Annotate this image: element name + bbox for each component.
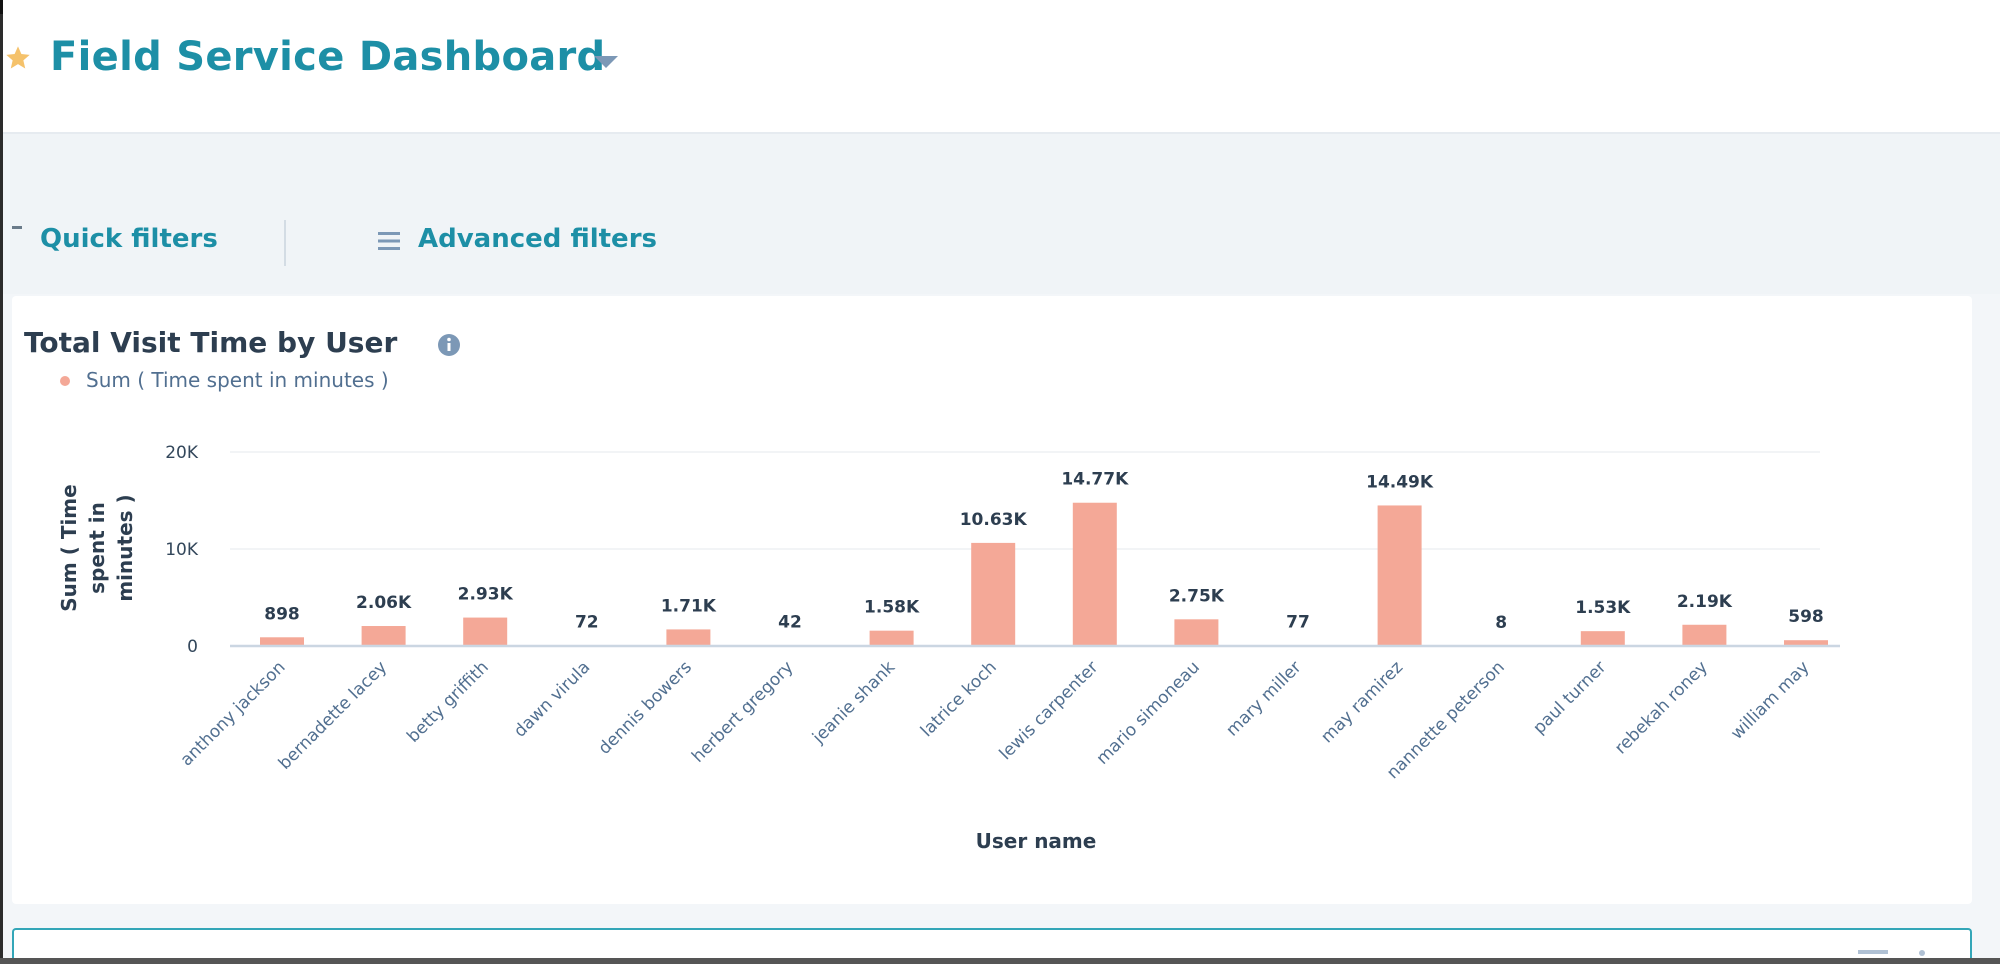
- x-tick-label: rebekah roney: [1611, 657, 1712, 758]
- bar[interactable]: [1682, 624, 1727, 646]
- x-tick-label: dawn virula: [510, 657, 594, 741]
- bar-value-label: 14.49K: [1366, 472, 1434, 492]
- bar-value-label: 1.58K: [864, 598, 920, 618]
- bar-value-label: 2.06K: [356, 593, 412, 613]
- bar-value-label: 14.77K: [1061, 470, 1129, 490]
- bar-value-label: 72: [575, 612, 599, 632]
- filter-lines-icon[interactable]: [377, 230, 401, 252]
- bar[interactable]: [260, 637, 304, 646]
- bar-value-label: 42: [778, 613, 802, 633]
- bar-value-label: 77: [1286, 612, 1310, 632]
- dashboard-title[interactable]: Field Service Dashboard: [50, 34, 606, 80]
- y-axis-title: spent in: [85, 502, 109, 594]
- advanced-filters-button[interactable]: Advanced filters: [418, 224, 657, 254]
- x-tick-label: may ramirez: [1317, 657, 1407, 747]
- legend-label: Sum ( Time spent in minutes ): [86, 368, 389, 392]
- bar[interactable]: [1784, 640, 1828, 646]
- x-tick-label: betty griffith: [403, 657, 492, 746]
- bar-value-label: 898: [264, 604, 300, 624]
- x-tick-label: william may: [1727, 657, 1813, 743]
- x-tick-label: mario simoneau: [1093, 657, 1204, 768]
- x-tick-label: paul turner: [1529, 657, 1610, 738]
- bar[interactable]: [971, 542, 1016, 646]
- bar-value-label: 2.75K: [1169, 586, 1225, 606]
- window-edge-bottom: [0, 958, 2000, 964]
- x-tick-label: anthony jackson: [177, 657, 290, 770]
- filter-divider: [284, 220, 286, 266]
- report-title[interactable]: Total Visit Time by User: [24, 326, 398, 359]
- bar-value-label: 2.93K: [458, 585, 514, 605]
- more-icon[interactable]: [1916, 948, 1928, 958]
- bar-value-label: 2.19K: [1677, 592, 1733, 612]
- bar[interactable]: [1174, 619, 1219, 646]
- x-tick-label: lewis carpenter: [996, 657, 1103, 764]
- chevron-icon[interactable]: [12, 226, 22, 229]
- bar-value-label: 1.71K: [661, 596, 717, 616]
- dashboard-header: [3, 0, 2000, 134]
- y-tick-label: 0: [187, 637, 198, 657]
- x-axis-title: User name: [976, 829, 1097, 853]
- bar[interactable]: [463, 617, 508, 646]
- y-tick-label: 20K: [165, 443, 199, 463]
- y-axis-title: Sum ( Time: [57, 484, 81, 611]
- bar-value-label: 10.63K: [960, 510, 1028, 530]
- x-tick-label: jeanie shank: [808, 657, 899, 748]
- star-icon[interactable]: [4, 44, 32, 72]
- x-tick-label: mary miller: [1222, 657, 1305, 740]
- x-tick-label: herbert gregory: [688, 657, 797, 766]
- legend-swatch: [60, 376, 70, 386]
- bar-value-label: 8: [1495, 613, 1507, 633]
- window-edge-left: [0, 0, 3, 964]
- y-axis-title: minutes ): [113, 494, 137, 601]
- caret-down-icon[interactable]: [590, 52, 622, 72]
- y-tick-label: 10K: [165, 540, 199, 560]
- bar[interactable]: [666, 629, 711, 646]
- info-icon[interactable]: [436, 332, 462, 358]
- filter-bar: [3, 134, 2000, 294]
- x-tick-label: latrice koch: [917, 657, 1001, 741]
- x-tick-label: dennis bowers: [595, 657, 696, 758]
- bar[interactable]: [361, 626, 406, 646]
- bar-value-label: 598: [1788, 607, 1824, 627]
- x-tick-label: bernadette lacey: [275, 657, 391, 773]
- bar[interactable]: [1072, 502, 1117, 646]
- quick-filters-button[interactable]: Quick filters: [40, 224, 218, 254]
- expand-icon[interactable]: [1858, 948, 1888, 958]
- bar-chart: 0 10K 20K 898 anthony jackson 2.06K bernadette…: [57, 443, 1840, 853]
- bar[interactable]: [1580, 631, 1625, 646]
- bar[interactable]: [1377, 505, 1422, 646]
- bar-value-label: 1.53K: [1575, 598, 1631, 618]
- bar[interactable]: [869, 630, 914, 646]
